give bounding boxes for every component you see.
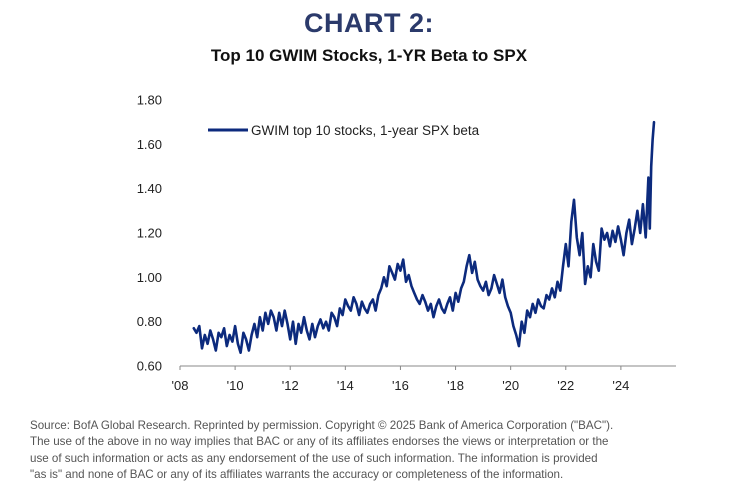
- x-tick-label: '10: [227, 378, 244, 393]
- x-tick-label: '12: [282, 378, 299, 393]
- y-tick-label: 1.80: [137, 93, 162, 108]
- y-tick-label: 1.60: [137, 137, 162, 152]
- series-line: [192, 120, 656, 355]
- legend: GWIM top 10 stocks, 1-year SPX beta: [208, 123, 480, 138]
- x-tick-label: '18: [447, 378, 464, 393]
- x-tick-label: '08: [172, 378, 189, 393]
- y-tick-label: 0.80: [137, 314, 162, 329]
- beta-line-chart: 0.60 0.80 1.00 1.20 1.40 1.60 1.80 '08 '10 '12 '1…: [137, 93, 676, 393]
- y-tick-label: 1.00: [137, 270, 162, 285]
- source-line: The use of the above in no way implies t…: [30, 435, 609, 449]
- y-tick-label: 0.60: [137, 359, 162, 374]
- source-line: Source: BofA Global Research. Reprinted …: [30, 419, 614, 432]
- source-note: Source: BofA Global Research. Reprinted …: [30, 418, 720, 483]
- x-tick-label: '24: [612, 378, 629, 393]
- chart-number: CHART 2:: [304, 8, 434, 38]
- series-layer: [192, 120, 656, 355]
- x-axis: '08 '10 '12 '14 '16 '18 '20 '22 '24: [172, 365, 676, 393]
- x-tick-label: '14: [337, 378, 354, 393]
- x-tick-label: '22: [557, 378, 574, 393]
- source-line: "as is" and none of BAC or any of its af…: [30, 467, 564, 481]
- source-line: use of such information or acts as any e…: [30, 451, 598, 465]
- y-tick-label: 1.40: [137, 181, 162, 196]
- x-tick-label: '16: [392, 378, 409, 393]
- chart-title: Top 10 GWIM Stocks, 1-YR Beta to SPX: [210, 46, 528, 65]
- y-axis: 0.60 0.80 1.00 1.20 1.40 1.60 1.80: [137, 93, 162, 374]
- x-tick-label: '20: [502, 378, 519, 393]
- legend-label: GWIM top 10 stocks, 1-year SPX beta: [251, 123, 480, 138]
- y-tick-label: 1.20: [137, 226, 162, 241]
